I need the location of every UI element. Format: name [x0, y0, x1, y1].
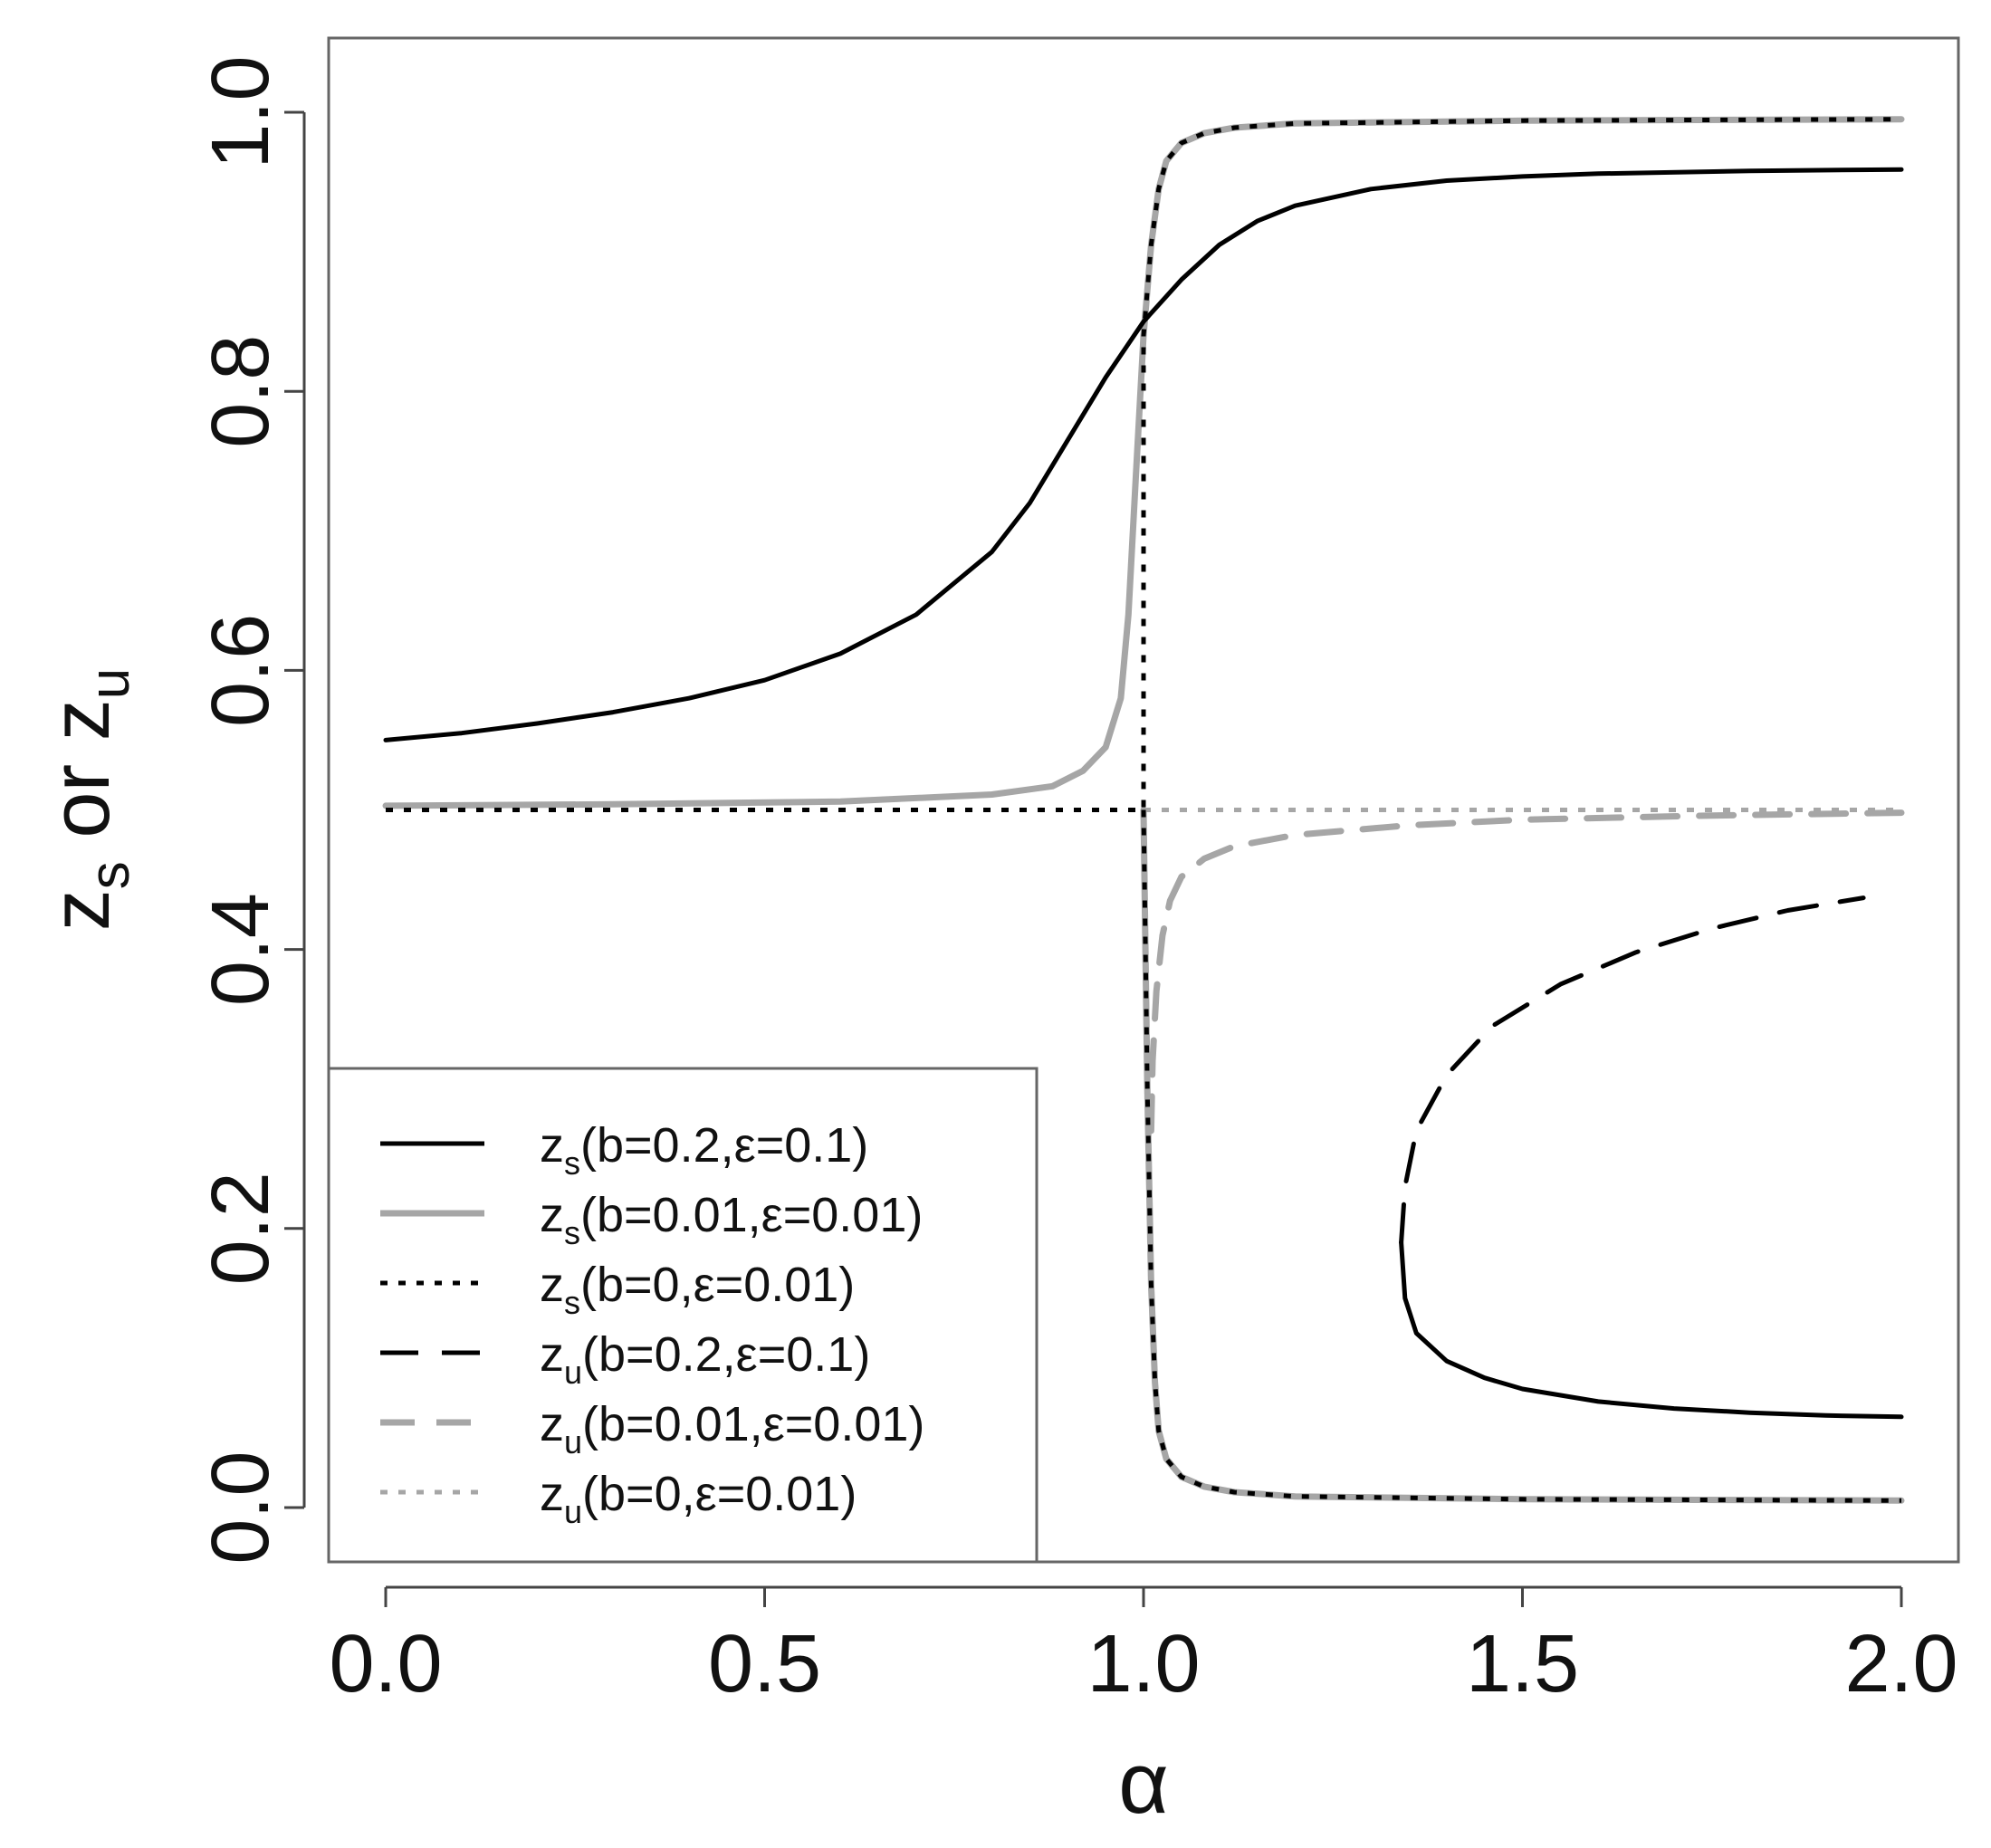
legend-label: zu(b=0.01,ε=0.01) — [540, 1397, 924, 1460]
plot-frame — [327, 36, 1960, 1564]
legend-box — [327, 1067, 1039, 1564]
x-tick-label: 1.5 — [1466, 1619, 1579, 1709]
axes-layer: 0.0 0.5 1.0 1.5 2.0 0.0 0.2 0.4 0.6 0.8 1.0 — [196, 55, 1958, 1709]
y-tick-label: 0.0 — [196, 1451, 286, 1564]
series-line-7 — [386, 117, 1902, 812]
y-tick-label: 1.0 — [196, 55, 286, 168]
y-axis-label-or: or — [34, 741, 127, 861]
series-line-0 — [382, 116, 1905, 809]
series-line-6 — [1399, 1240, 1904, 1420]
series-line-8 — [1141, 809, 1902, 1503]
series-line-2 — [1140, 807, 1905, 1504]
y-axis-label: zs or zu — [34, 668, 141, 931]
legend: zs(b=0.2,ε=0.1)zs(b=0.01,ε=0.01) zs(b=0,ε… — [327, 1067, 1039, 1564]
legend-label: zu(b=0,ε=0.01) — [540, 1467, 857, 1530]
x-tick-label: 0.5 — [708, 1619, 821, 1709]
y-tick-label: 0.6 — [196, 614, 286, 727]
legend-label: zs(b=0.01,ε=0.01) — [540, 1188, 923, 1251]
legend-label: zs(b=0,ε=0.01) — [540, 1258, 855, 1321]
y-axis-label-sub1: s — [79, 861, 141, 889]
y-axis-label-z2: z — [34, 699, 127, 741]
series-line-3 — [383, 167, 1904, 742]
y-tick-label: 0.2 — [196, 1172, 286, 1285]
y-axis-label-sub2: u — [79, 668, 141, 699]
x-tick-label: 1.0 — [1086, 1619, 1200, 1709]
legend-label: zs(b=0.2,ε=0.1) — [540, 1118, 868, 1182]
x-axis-label: α — [1118, 1735, 1169, 1832]
y-axis-label-z1: z — [34, 889, 127, 931]
x-tick-label: 2.0 — [1844, 1619, 1957, 1709]
legend-entries: zs(b=0.2,ε=0.1)zs(b=0.01,ε=0.01) zs(b=0,ε… — [380, 1118, 924, 1530]
y-tick-label: 0.4 — [196, 893, 286, 1006]
legend-label: zu(b=0.2,ε=0.1) — [540, 1327, 870, 1391]
curves-layer — [382, 116, 1905, 1504]
x-tick-label: 0.0 — [329, 1619, 442, 1709]
series-line-4 — [1399, 895, 1866, 1245]
y-tick-label: 0.8 — [196, 335, 286, 448]
series-line-1 — [1147, 809, 1905, 1135]
